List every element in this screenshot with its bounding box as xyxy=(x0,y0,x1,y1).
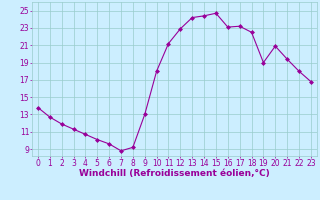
X-axis label: Windchill (Refroidissement éolien,°C): Windchill (Refroidissement éolien,°C) xyxy=(79,169,270,178)
